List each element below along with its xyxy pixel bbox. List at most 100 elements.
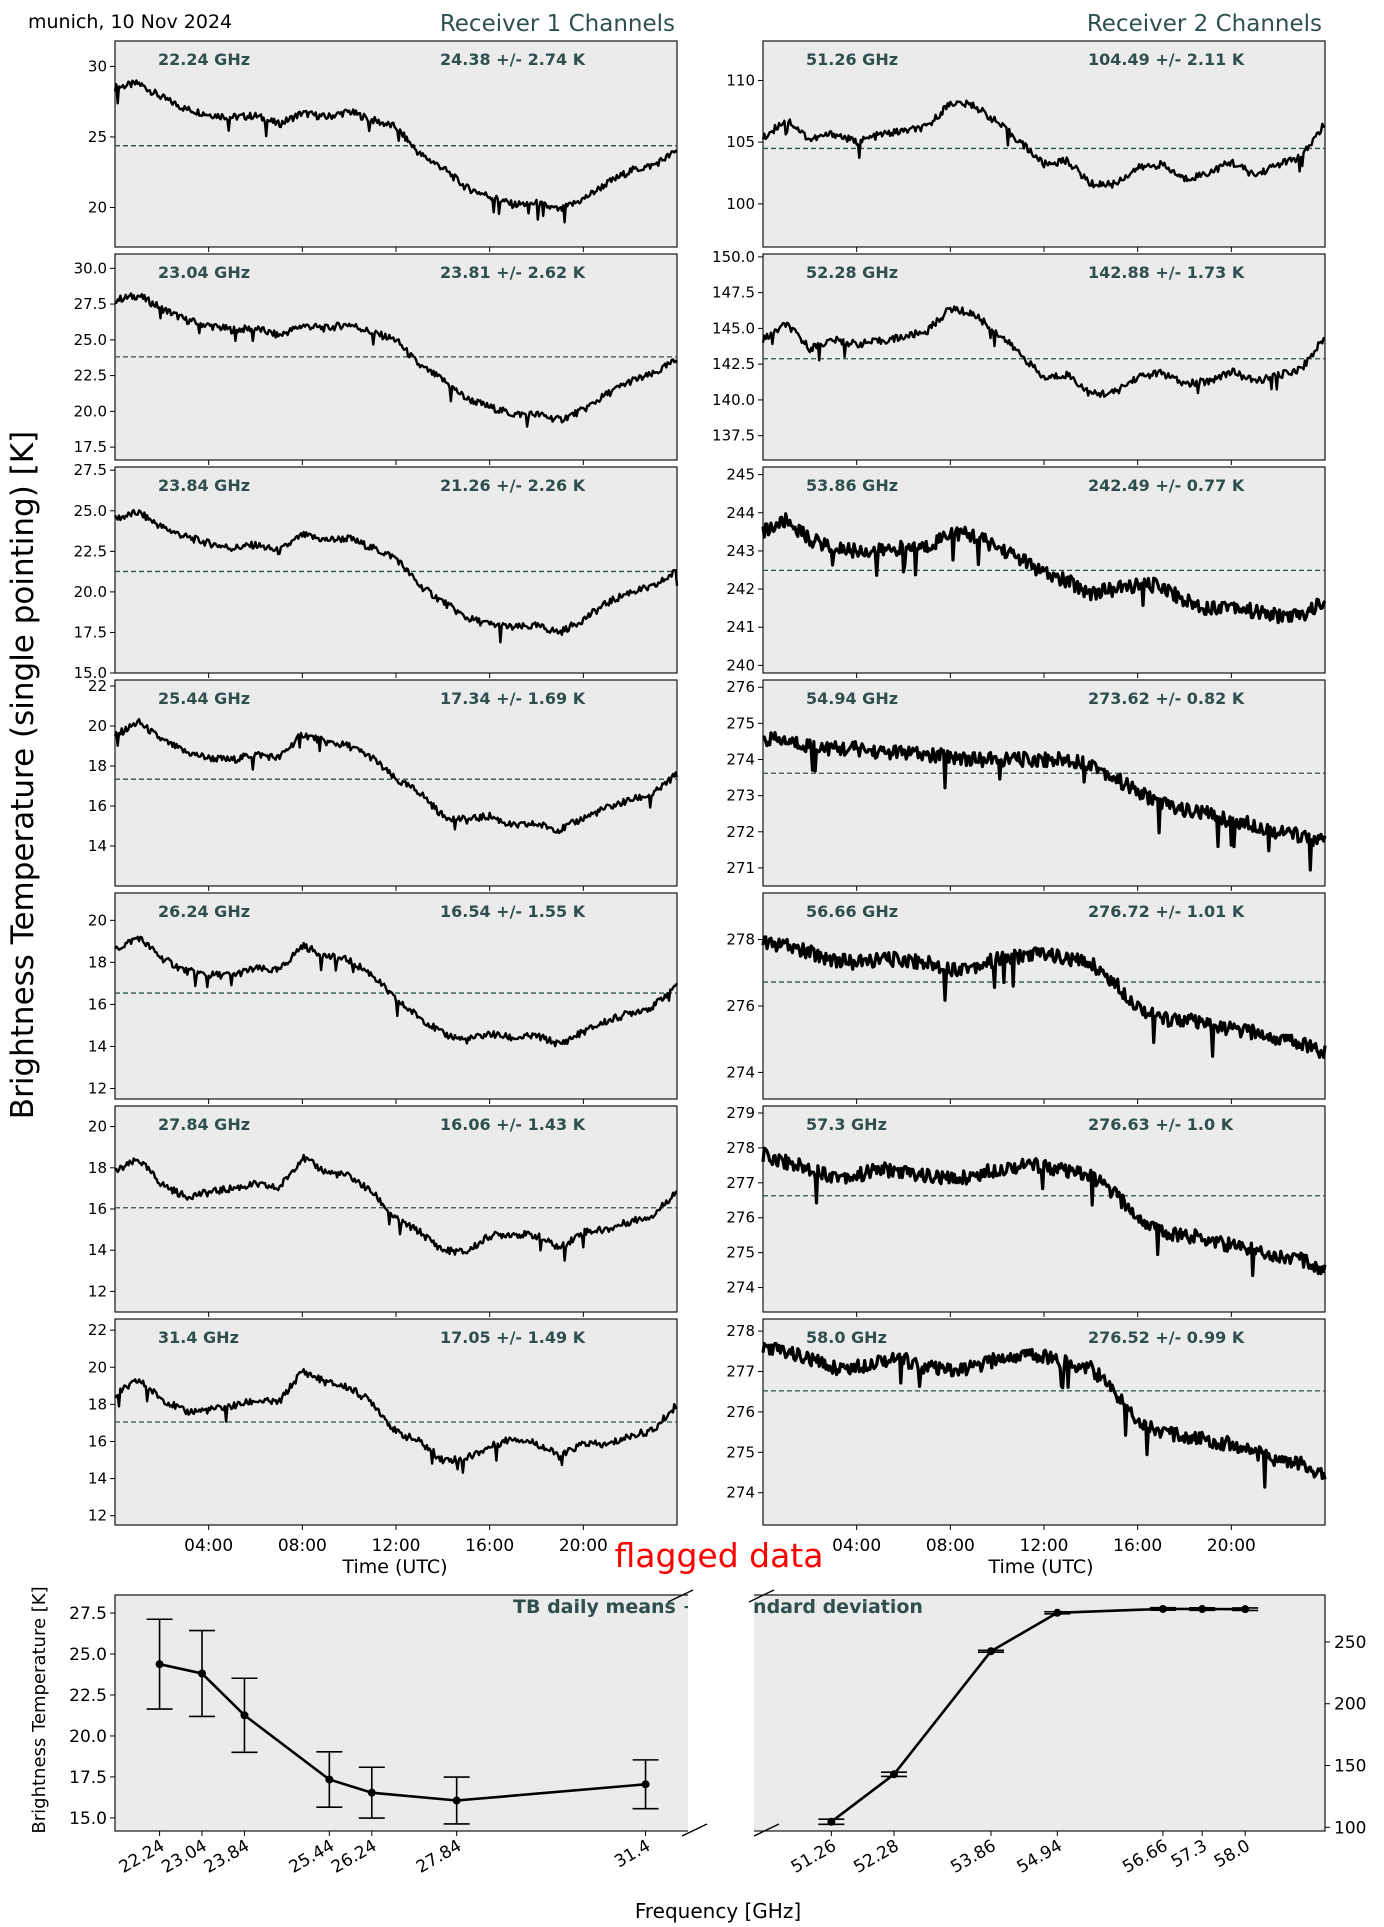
y-tick-label: 276 [726, 997, 755, 1015]
brightness-trace [113, 718, 679, 835]
mean-point [325, 1775, 334, 1784]
channel-frequency-label: 56.66 GHz [806, 902, 898, 921]
y-tick-label: 278 [726, 1139, 755, 1157]
y-tick-label: 18 [88, 953, 107, 971]
r1-time-tick-label: 08:00 [278, 1536, 327, 1556]
channel-frequency-label: 27.84 GHz [158, 1115, 250, 1134]
y-tick-label: 277 [726, 1174, 755, 1192]
r2-panel-1: 100 105 110 51.26 GHz 104.49 +/- 2.11 K [726, 40, 1326, 252]
y-tick-label: 25.0 [74, 502, 107, 520]
channel-stats-label: 24.38 +/- 2.74 K [440, 50, 586, 69]
y-tick-label: 274 [726, 1063, 755, 1081]
y-tick-label: 272 [726, 823, 755, 841]
panel-background [114, 1105, 678, 1313]
panel-background [762, 679, 1326, 887]
channel-frequency-label: 58.0 GHz [806, 1328, 887, 1347]
y-tick-label: 275 [726, 714, 755, 732]
y-tick-label: 20 [88, 198, 107, 216]
summary-y-tick-label: 15.0 [69, 1809, 107, 1829]
r2-time-tick-label: 12:00 [1020, 1536, 1069, 1556]
brightness-trace [761, 1341, 1327, 1489]
y-tick-label: 20 [88, 911, 107, 929]
y-tick-label: 150.0 [712, 248, 755, 266]
r1-panel-2: 17.5 20.0 22.5 25.0 27.5 30.0 23.04 GHz 23.81 +… [74, 253, 678, 465]
channel-frequency-label: 57.3 GHz [806, 1115, 887, 1134]
channel-frequency-label: 23.04 GHz [158, 263, 250, 282]
r1-panel-3: 15.0 17.5 20.0 22.5 25.0 27.5 23.84 GHz 21.26 +… [74, 461, 679, 682]
panel-background [762, 40, 1326, 248]
mean-point [827, 1817, 836, 1826]
y-tick-label: 12 [88, 1507, 107, 1525]
mean-point [1158, 1604, 1167, 1613]
y-tick-label: 244 [726, 504, 755, 522]
y-tick-label: 22 [88, 1321, 107, 1339]
flagged-data-label: flagged data [615, 1536, 824, 1575]
y-tick-label: 16 [88, 1432, 107, 1450]
r2-panel-6: 274 275 276 277 278 279 57.3 GHz 276.63 +/- 1.0… [726, 1104, 1327, 1317]
y-tick-label: 274 [726, 1484, 755, 1502]
y-tick-label: 15.0 [74, 664, 107, 682]
y-tick-label: 20.0 [74, 583, 107, 601]
y-tick-label: 25.0 [74, 331, 107, 349]
time-xlabel-receiver2: Time (UTC) [987, 1556, 1093, 1578]
y-tick-label: 17.5 [74, 623, 107, 641]
panel-background [762, 892, 1326, 1100]
r1-panel-1: 20 25 30 22.24 GHz 24.38 +/- 2.74 K [88, 40, 678, 252]
brightness-trace [761, 305, 1326, 398]
channel-stats-label: 273.62 +/- 0.82 K [1088, 689, 1245, 708]
summary-xlabel: Frequency [GHz] [635, 1899, 801, 1923]
y-tick-label: 22.5 [74, 542, 107, 560]
y-tick-label: 278 [726, 1322, 755, 1340]
summary-y-tick-label: 200 [1334, 1695, 1366, 1715]
y-tick-label: 240 [726, 656, 755, 674]
mean-point [641, 1780, 650, 1789]
channel-stats-label: 276.72 +/- 1.01 K [1088, 902, 1245, 921]
r2-time-tick-label: 08:00 [926, 1536, 975, 1556]
y-tick-label: 137.5 [712, 427, 755, 445]
y-tick-label: 110 [726, 71, 755, 89]
summary-y-tick-label: 25.0 [69, 1645, 107, 1665]
r1-panel-6: 12 14 16 18 20 27.84 GHz 16.06 +/- 1.43 K [88, 1105, 678, 1317]
channel-frequency-label: 54.94 GHz [806, 689, 898, 708]
panel-background [114, 40, 678, 248]
time-xlabel-receiver1: Time (UTC) [341, 1556, 447, 1578]
channel-stats-label: 17.05 +/- 1.49 K [440, 1328, 586, 1347]
r2-panel-7: 274 275 276 277 278 58.0 GHz 276.52 +/- 0.99 K [726, 1318, 1327, 1530]
summary-y-tick-label: 250 [1334, 1633, 1366, 1653]
y-tick-label: 277 [726, 1363, 755, 1381]
y-tick-label: 20 [88, 1118, 107, 1136]
panel-background [762, 1105, 1326, 1313]
y-tick-label: 14 [88, 837, 107, 855]
channel-stats-label: 104.49 +/- 2.11 K [1088, 50, 1245, 69]
y-tick-label: 17.5 [74, 438, 107, 456]
brightness-trace [114, 1368, 678, 1474]
r1-time-tick-label: 16:00 [465, 1536, 514, 1556]
summary-x-tick-label: 26.24 [328, 1836, 380, 1878]
location-date: munich, 10 Nov 2024 [28, 11, 232, 33]
brightness-trace [761, 99, 1326, 189]
panel-background [114, 892, 678, 1100]
y-tick-label: 18 [88, 1395, 107, 1413]
summary-x-tick-label: 58.0 [1211, 1836, 1254, 1872]
r1-panel-7: 12 14 16 18 20 22 31.4 GHz 17.05 +/- 1.49 K [88, 1318, 678, 1530]
brightness-trace [761, 935, 1327, 1059]
brightness-trace [114, 1153, 678, 1262]
channel-stats-label: 16.54 +/- 1.55 K [440, 902, 586, 921]
r2-panel-3: 240 241 242 243 244 245 53.86 GHz 242.49 +/- 0.… [726, 466, 1327, 678]
channel-stats-label: 17.34 +/- 1.69 K [440, 689, 586, 708]
y-tick-label: 279 [726, 1104, 755, 1122]
summary-x-tick-label: 23.04 [158, 1836, 210, 1878]
channel-frequency-label: 23.84 GHz [158, 476, 250, 495]
r1-panel-5: 12 14 16 18 20 26.24 GHz 16.54 +/- 1.55 K [88, 892, 679, 1104]
y-tick-label: 18 [88, 1159, 107, 1177]
r1-time-tick-label: 12:00 [372, 1536, 421, 1556]
channel-frequency-label: 26.24 GHz [158, 902, 250, 921]
channel-frequency-label: 25.44 GHz [158, 689, 250, 708]
y-tick-label: 245 [726, 466, 755, 484]
summary-x-tick-label: 57.3 [1168, 1836, 1211, 1872]
y-tick-label: 242 [726, 580, 755, 598]
axis-break-mark [748, 1589, 775, 1603]
channel-frequency-label: 31.4 GHz [158, 1328, 239, 1347]
summary-y-tick-label: 22.5 [69, 1686, 107, 1706]
